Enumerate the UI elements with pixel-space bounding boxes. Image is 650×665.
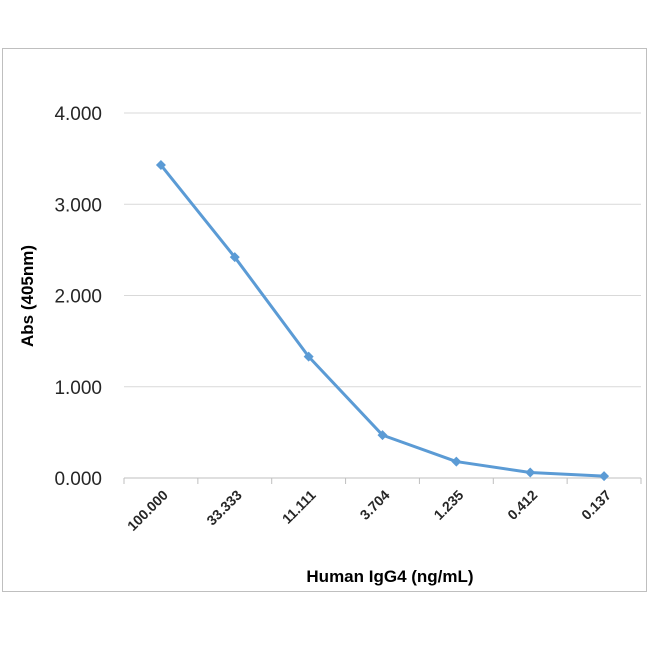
x-axis-title: Human IgG4 (ng/mL)	[306, 567, 473, 586]
x-tick-label: 11.111	[279, 487, 319, 527]
data-point-marker	[599, 471, 610, 482]
gridlines	[123, 112, 642, 484]
x-tick-label: 100.000	[124, 487, 171, 534]
data-point-marker	[303, 351, 314, 362]
data-point-marker	[155, 160, 166, 171]
x-tick-label: 1.235	[430, 487, 466, 523]
chart-frame	[2, 48, 647, 592]
y-tick-label: 1.000	[54, 378, 102, 399]
y-tick-labels: 0.000 1.000 2.000 3.000 4.000	[54, 104, 102, 490]
y-tick-label: 3.000	[54, 195, 102, 216]
x-tick-label: 3.704	[357, 487, 393, 523]
y-axis-title: Abs (405nm)	[18, 245, 37, 347]
y-tick-label: 0.000	[54, 469, 102, 490]
series-group	[155, 160, 610, 482]
x-tick-label: 0.137	[578, 487, 614, 523]
x-tick-label: 0.412	[504, 487, 540, 523]
y-tick-label: 4.000	[54, 104, 102, 125]
data-point-marker	[229, 252, 240, 263]
series-line	[159, 164, 605, 478]
data-point-marker	[451, 456, 462, 467]
x-tick-label: 33.333	[203, 487, 245, 529]
x-tick-labels: 100.000 33.333 11.111 3.704 1.235 0.412 0.137	[124, 487, 614, 534]
y-tick-label: 2.000	[54, 287, 102, 308]
data-point-marker	[377, 430, 388, 441]
data-point-marker	[525, 467, 536, 478]
